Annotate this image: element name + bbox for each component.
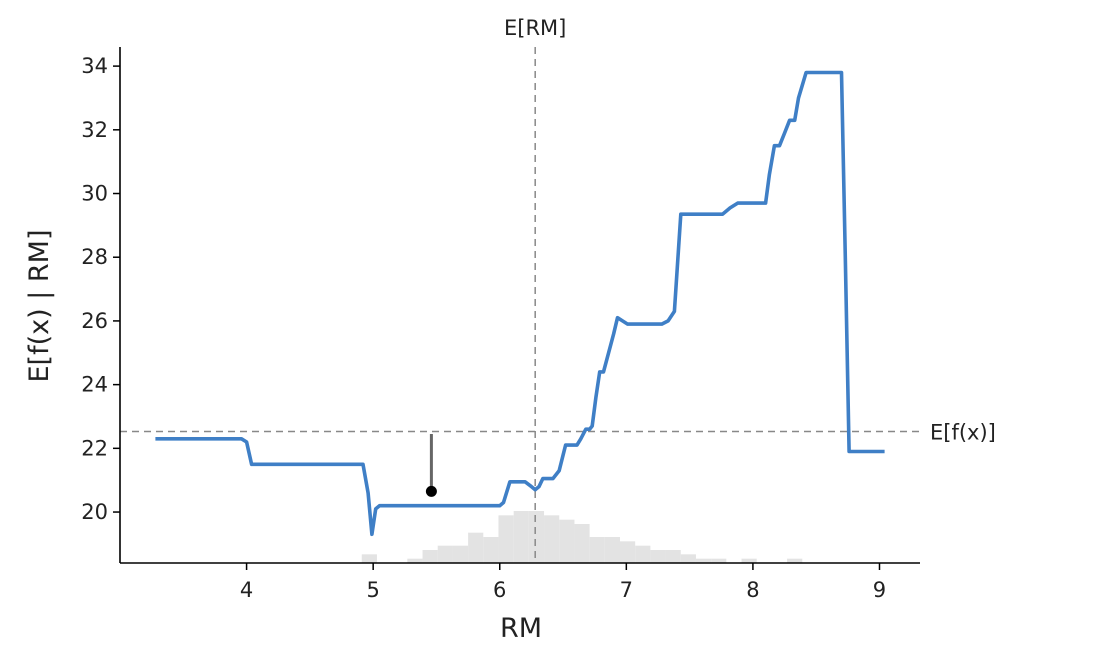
histogram-bar — [741, 558, 757, 563]
x-tick-label: 9 — [873, 578, 886, 602]
histogram-bar — [650, 550, 666, 563]
histogram-bar — [528, 511, 545, 563]
histogram-bar — [680, 554, 696, 563]
x-tick-label: 6 — [493, 578, 506, 602]
y-tick-label: 22 — [81, 436, 108, 460]
y-ticks: 20 22 24 26 28 30 32 34 — [81, 54, 120, 524]
sample-point — [425, 485, 437, 497]
y-tick-label: 28 — [81, 245, 108, 269]
histogram-bar — [361, 554, 377, 563]
y-tick-label: 34 — [81, 54, 108, 78]
y-axis-label: E[f(x) | RM] — [24, 230, 55, 383]
y-tick-label: 24 — [81, 373, 108, 397]
histogram-bar — [513, 511, 529, 563]
histogram-bar — [498, 515, 514, 563]
x-tick-label: 4 — [240, 578, 253, 602]
histogram-bar — [574, 524, 590, 563]
histogram — [361, 511, 803, 563]
histogram-bar — [559, 519, 575, 563]
histogram-bar — [407, 558, 423, 563]
histogram-bar — [604, 537, 620, 563]
histogram-bar — [620, 541, 636, 563]
expected-y-label: E[f(x)] — [930, 420, 996, 444]
histogram-bar — [695, 558, 712, 563]
y-tick-label: 26 — [81, 309, 108, 333]
histogram-bar — [437, 545, 453, 563]
histogram-bar — [544, 515, 560, 563]
histogram-bar — [422, 550, 438, 563]
histogram-bar — [452, 545, 469, 563]
histogram-bar — [483, 537, 499, 563]
y-tick-label: 20 — [81, 500, 108, 524]
x-axis-label: RM — [500, 613, 542, 644]
x-tick-label: 5 — [366, 578, 379, 602]
expected-x-label: E[RM] — [504, 16, 566, 40]
x-ticks: 4 5 6 7 8 9 — [240, 563, 886, 602]
x-tick-label: 8 — [746, 578, 759, 602]
histogram-bar — [787, 558, 803, 563]
histogram-bar — [635, 545, 651, 563]
axes — [119, 47, 920, 564]
histogram-bar — [665, 550, 681, 563]
y-tick-label: 30 — [81, 182, 108, 206]
histogram-bar — [711, 558, 727, 563]
histogram-bar — [589, 537, 605, 563]
histogram-bar — [468, 532, 484, 563]
x-tick-label: 7 — [620, 578, 633, 602]
reference-lines: E[RM] E[f(x)] — [120, 16, 996, 563]
y-tick-label: 32 — [81, 118, 108, 142]
sample-point-group — [425, 434, 437, 497]
dependence-line — [155, 70, 885, 537]
